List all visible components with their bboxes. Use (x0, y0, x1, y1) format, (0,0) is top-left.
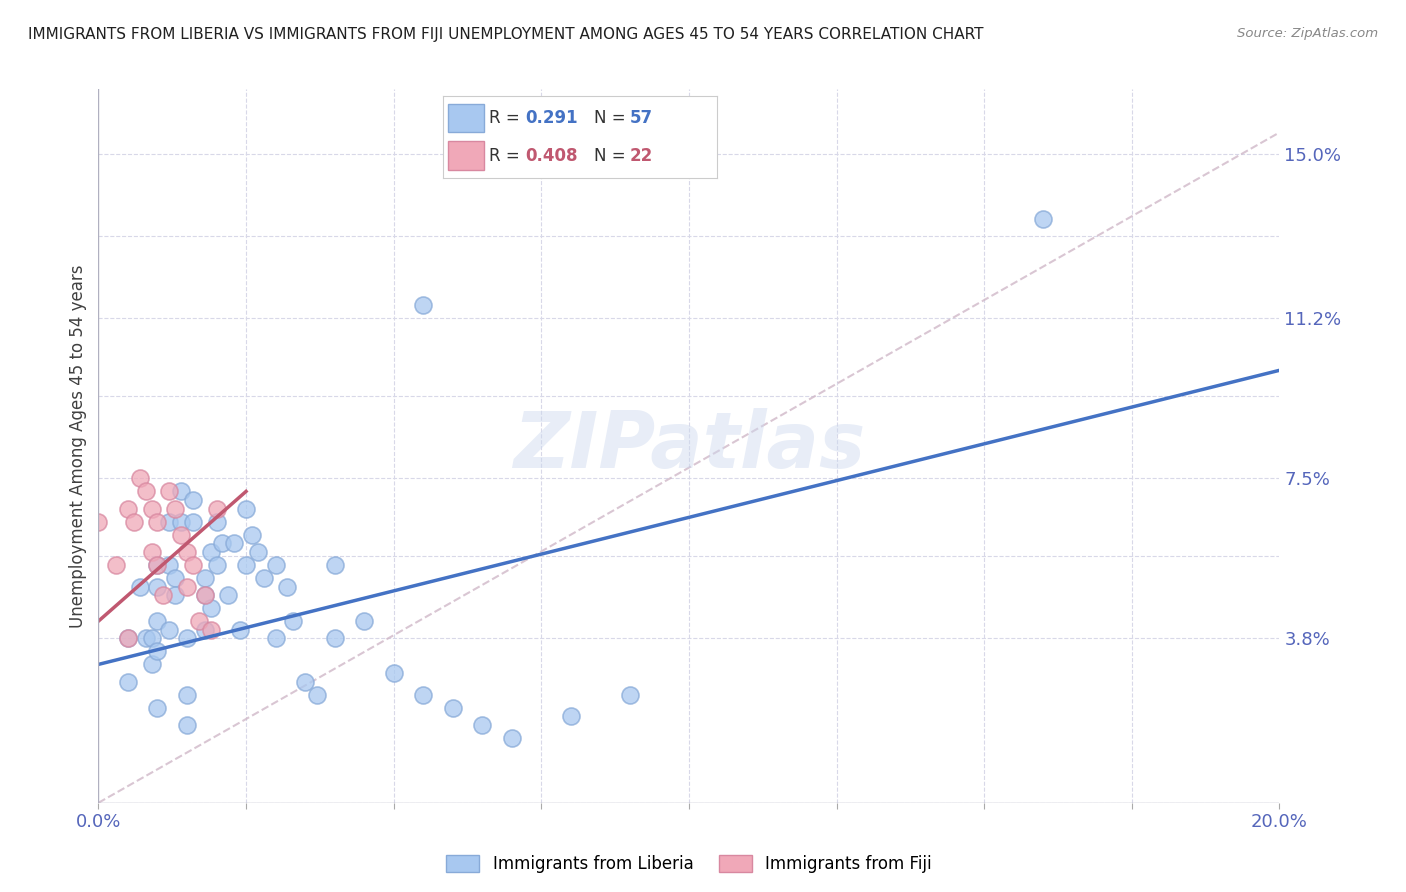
Point (141, 501, 163, 516)
Point (181, 493, 204, 508)
Point (205, 558, 228, 572)
Point (105, 558, 128, 572)
Point (146, 580, 169, 594)
Point (323, 558, 346, 572)
Point (176, 632, 198, 646)
Text: 0.291: 0.291 (526, 110, 578, 128)
Point (441, 700, 464, 714)
Point (135, 632, 157, 646)
Point (141, 632, 163, 646)
Point (323, 632, 346, 646)
Y-axis label: Unemployment Among Ages 45 to 54 years: Unemployment Among Ages 45 to 54 years (69, 264, 87, 628)
Point (412, 298, 434, 312)
Point (128, 580, 150, 594)
Point (382, 666, 405, 681)
Point (205, 501, 228, 516)
Text: IMMIGRANTS FROM LIBERIA VS IMMIGRANTS FROM FIJI UNEMPLOYMENT AMONG AGES 45 TO 54: IMMIGRANTS FROM LIBERIA VS IMMIGRANTS FR… (28, 27, 984, 42)
Point (157, 484, 180, 499)
Point (165, 588, 187, 602)
Point (501, 731, 523, 745)
Point (412, 688, 434, 702)
FancyBboxPatch shape (449, 103, 484, 132)
Text: 22: 22 (630, 147, 652, 165)
Point (152, 588, 174, 602)
Point (146, 644, 169, 658)
Point (235, 501, 257, 516)
Point (276, 580, 298, 594)
Point (157, 558, 180, 572)
Point (141, 545, 163, 559)
Point (117, 674, 139, 689)
Point (87, 515, 110, 529)
Text: R =: R = (489, 110, 526, 128)
Point (181, 515, 204, 529)
Point (200, 623, 222, 637)
Point (194, 588, 217, 602)
Point (264, 558, 287, 572)
Point (170, 515, 193, 529)
Point (146, 558, 169, 572)
Point (240, 527, 263, 541)
Point (146, 614, 169, 628)
Point (224, 536, 246, 550)
Point (619, 688, 641, 702)
Point (176, 688, 198, 702)
Text: N =: N = (593, 110, 630, 128)
Point (217, 588, 239, 602)
Point (294, 674, 316, 689)
Point (117, 632, 139, 646)
Point (211, 536, 233, 550)
Point (200, 545, 222, 559)
Point (194, 623, 217, 637)
Point (135, 484, 157, 499)
Point (170, 484, 193, 499)
Point (200, 601, 222, 615)
Point (283, 614, 305, 628)
Point (194, 588, 217, 602)
FancyBboxPatch shape (449, 142, 484, 170)
Point (353, 614, 375, 628)
Point (235, 558, 257, 572)
Point (117, 501, 139, 516)
Legend: Immigrants from Liberia, Immigrants from Fiji: Immigrants from Liberia, Immigrants from… (440, 848, 938, 880)
Point (170, 527, 193, 541)
Point (229, 623, 252, 637)
Text: R =: R = (489, 147, 526, 165)
Point (176, 580, 198, 594)
Point (305, 688, 328, 702)
Text: 57: 57 (630, 110, 652, 128)
Text: N =: N = (593, 147, 630, 165)
Point (146, 515, 169, 529)
Text: 0.408: 0.408 (526, 147, 578, 165)
Point (187, 614, 209, 628)
Point (117, 632, 139, 646)
Point (194, 571, 217, 585)
Point (146, 700, 169, 714)
Point (264, 632, 287, 646)
Point (181, 558, 204, 572)
Point (1032, 211, 1054, 226)
Point (128, 471, 150, 485)
Point (205, 515, 228, 529)
Point (253, 571, 276, 585)
Point (146, 558, 169, 572)
Point (122, 515, 145, 529)
Point (176, 545, 198, 559)
Point (165, 501, 187, 516)
Point (157, 623, 180, 637)
Point (471, 718, 494, 732)
Text: ZIPatlas: ZIPatlas (513, 408, 865, 484)
Point (157, 515, 180, 529)
Text: Source: ZipAtlas.com: Source: ZipAtlas.com (1237, 27, 1378, 40)
Point (560, 709, 582, 723)
Point (246, 545, 269, 559)
Point (176, 718, 198, 732)
Point (141, 657, 163, 672)
Point (165, 571, 187, 585)
